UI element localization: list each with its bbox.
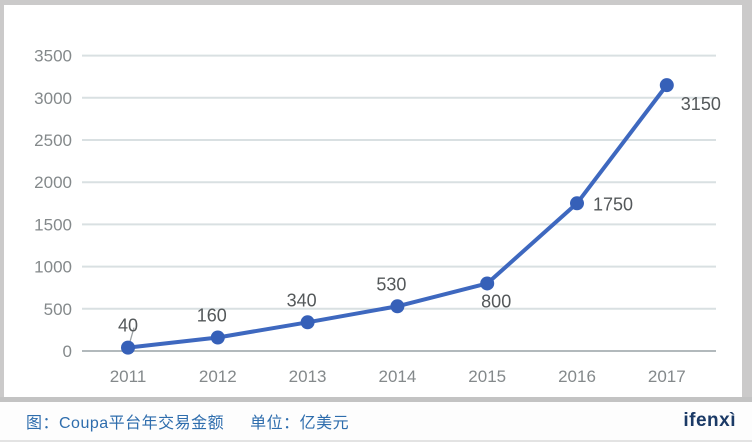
line-chart-area: 0 500 1000 1500 2000 2500 3000 3500 2011 2012 2013…: [0, 0, 752, 397]
x-tick-label: 2014: [378, 367, 416, 386]
y-tick-label: 2000: [34, 173, 72, 192]
x-tick-label: 2017: [648, 367, 686, 386]
data-point: [480, 276, 495, 291]
divider: [0, 397, 752, 402]
x-tick-label: 2013: [289, 367, 327, 386]
line-chart: 0 500 1000 1500 2000 2500 3000 3500 2011 2012 2013…: [34, 47, 721, 386]
y-tick-label: 3000: [34, 89, 72, 108]
data-point-label: 40: [118, 316, 138, 336]
x-tick-label: 2012: [199, 367, 237, 386]
caption-unit: 单位：亿美元: [250, 415, 350, 432]
y-tick-label: 500: [44, 300, 72, 319]
x-tick-label: 2015: [468, 367, 506, 386]
ifenxi-logo: ifenxì: [683, 410, 736, 431]
data-point: [121, 340, 135, 355]
data-point-label: 1750: [593, 194, 633, 214]
data-point-label: 160: [197, 305, 227, 325]
x-tick-label: 2011: [110, 367, 147, 386]
data-point-label: 340: [287, 290, 317, 310]
data-point: [390, 299, 405, 314]
caption-title: 图：Coupa平台年交易金额: [26, 415, 225, 432]
y-tick-label: 3500: [34, 47, 72, 66]
y-tick-label: 2500: [34, 131, 72, 150]
data-point: [659, 78, 674, 93]
data-point: [570, 196, 584, 211]
data-point: [300, 315, 315, 330]
y-tick-label: 0: [63, 342, 72, 361]
data-point: [210, 330, 225, 345]
y-tick-label: 1500: [34, 215, 72, 234]
x-tick-label: 2016: [558, 367, 596, 386]
chart-caption: 图：Coupa平台年交易金额 单位：亿美元: [26, 409, 349, 433]
data-point-label: 3150: [681, 94, 721, 114]
data-point-label: 800: [481, 291, 511, 311]
y-tick-label: 1000: [34, 258, 72, 277]
data-point-label: 530: [376, 274, 406, 294]
label-leader-line: [129, 327, 135, 342]
caption-bar: 图：Coupa平台年交易金额 单位：亿美元 ifenxì: [0, 402, 752, 442]
